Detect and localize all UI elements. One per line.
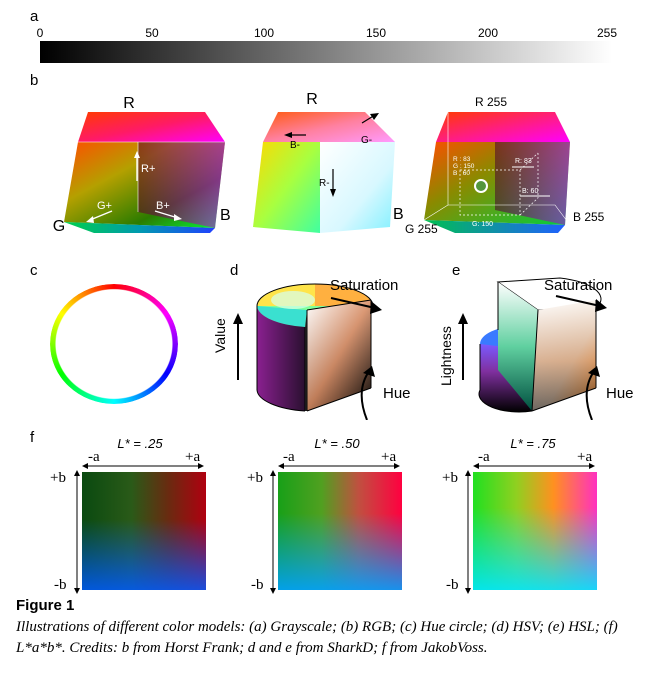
cube1-g-plus: G+ (97, 200, 112, 212)
cube3-rgb-b: B : 60 (453, 170, 470, 177)
lab-plot-2-title: L* = .50 (314, 436, 360, 451)
lab-plot-1-neg-b: -b (54, 577, 67, 593)
cube2-b-label: B (393, 206, 404, 223)
lab-plot-1-image (82, 472, 206, 590)
panel-d-letter: d (230, 262, 239, 279)
cube2-r-minus: R- (319, 178, 330, 189)
cube1-r-label: R (123, 95, 135, 112)
tick-label: 255 (596, 26, 618, 40)
lab-plot-3-neg-a: -a (478, 449, 490, 465)
lab-plot-1-axes (74, 463, 204, 594)
hsv-value-label: Value (212, 318, 228, 353)
cube3-g150-label: G: 150 (472, 221, 493, 228)
cube3-rgb-r: R : 83 (453, 156, 471, 163)
hsl-lightness-label: Lightness (438, 326, 454, 386)
hsl-cylinder (458, 277, 607, 420)
figure-caption-body: Illustrations of different color models:… (16, 619, 618, 656)
tick-label: 100 (253, 26, 275, 40)
lab-plot-2-pos-b: +b (247, 470, 263, 486)
cube3-r83-label: R: 83 (515, 158, 532, 165)
figure-caption-title: Figure 1 (16, 597, 75, 614)
hsv-hue-label: Hue (383, 385, 411, 402)
lab-plot-2-neg-b: -b (251, 577, 264, 593)
cube1-b-label: B (220, 207, 231, 224)
lab-plot-1-neg-a: -a (88, 449, 100, 465)
cube1-b-plus: B+ (156, 200, 170, 212)
lab-plot-1-pos-a: +a (185, 449, 201, 465)
lab-plot-3-neg-b: -b (446, 577, 459, 593)
cube1-r-plus: R+ (141, 163, 155, 175)
lab-plot-3-pos-a: +a (577, 449, 593, 465)
cube3-b60-label: B: 60 (522, 188, 538, 195)
rgb-cube-3 (423, 112, 571, 233)
lab-plot-1-title: L* = .25 (117, 436, 163, 451)
rgb-cubes: R G B R+ G+ B+ R B B- G- R- R 255 G 255 … (53, 91, 605, 236)
tick-label: 0 (36, 26, 44, 40)
lab-plot-2-axes (270, 463, 400, 594)
hue-circle (50, 284, 178, 404)
cube3-g255-label: G 255 (405, 222, 438, 236)
tick-label: 200 (477, 26, 499, 40)
hsl-hue-label: Hue (606, 385, 634, 402)
panel-f-letter: f (30, 429, 35, 446)
hsl-saturation-label: Saturation (544, 277, 613, 294)
cube3-rgb-g: G : 150 (453, 163, 475, 170)
rgb-cube-1 (64, 112, 225, 233)
lab-plot-2-pos-a: +a (381, 449, 397, 465)
cube3-r255-label: R 255 (475, 95, 507, 109)
lab-plot-2-image (278, 472, 402, 590)
hsv-cylinder (233, 283, 382, 420)
cube3-b255-label: B 255 (573, 210, 605, 224)
tick-label: 150 (365, 26, 387, 40)
cube2-b-minus: B- (290, 140, 300, 151)
cube2-g-minus: G- (361, 135, 372, 146)
cube1-g-label: G (53, 218, 65, 235)
panel-a-letter: a (30, 8, 39, 25)
lab-plot-3-image (473, 472, 597, 590)
lab-plot-2-neg-a: -a (283, 449, 295, 465)
panel-e-letter: e (452, 262, 461, 279)
grayscale-bar (40, 41, 612, 63)
lab-plot-3-pos-b: +b (442, 470, 458, 486)
lab-plot-3-axes (465, 463, 595, 594)
hsv-saturation-label: Saturation (330, 277, 399, 294)
lab-plot-3-title: L* = .75 (510, 436, 556, 451)
tick-label: 50 (145, 26, 159, 40)
panel-c-letter: c (30, 262, 38, 279)
cube2-r-label: R (306, 91, 318, 108)
rgb-cube-2 (253, 112, 395, 233)
lab-plot-1-pos-b: +b (50, 470, 66, 486)
panel-b-letter: b (30, 72, 39, 89)
